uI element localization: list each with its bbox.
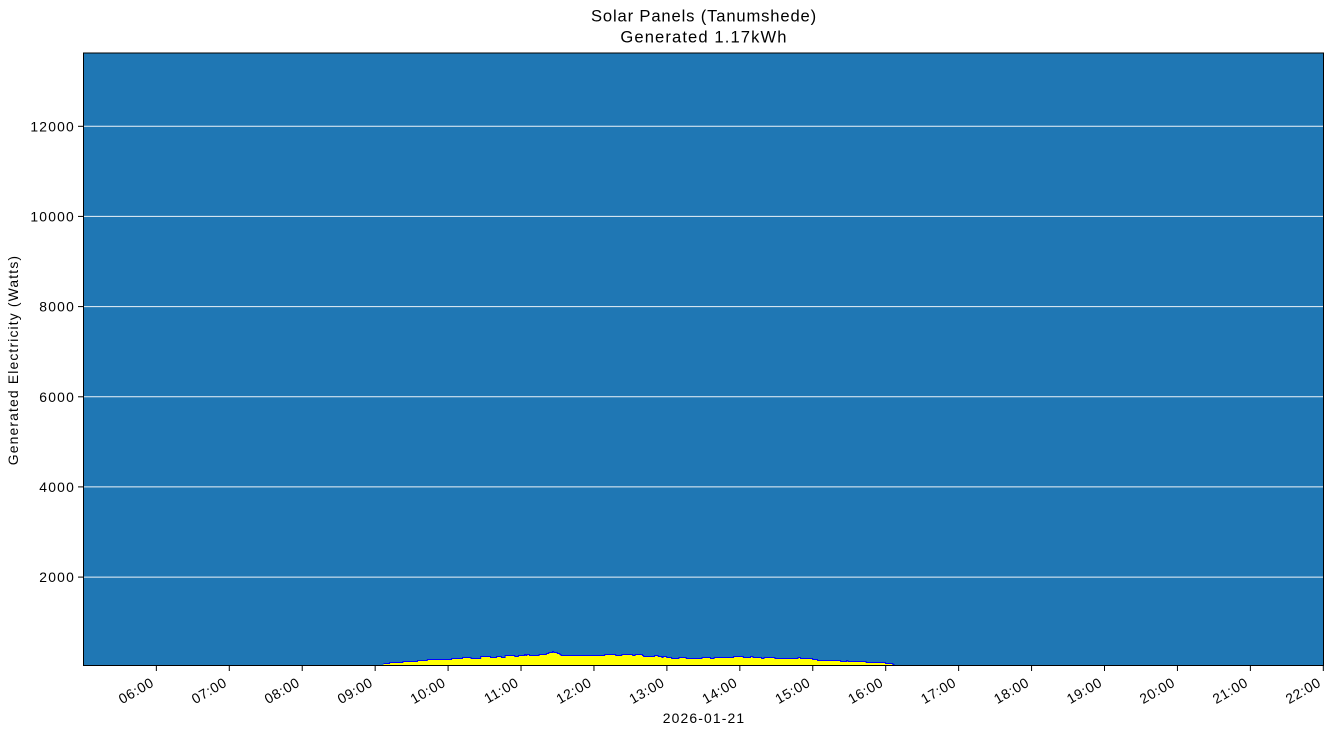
svg-text:6000: 6000 — [39, 389, 75, 405]
svg-text:10000: 10000 — [30, 209, 75, 225]
svg-text:Solar Panels (Tanumshede): Solar Panels (Tanumshede) — [591, 7, 817, 26]
svg-text:15:00: 15:00 — [772, 674, 813, 707]
svg-text:2000: 2000 — [39, 569, 75, 585]
svg-text:07:00: 07:00 — [189, 674, 230, 707]
svg-text:16:00: 16:00 — [845, 674, 886, 707]
svg-text:21:00: 21:00 — [1210, 674, 1251, 707]
svg-text:Generated 1.17kWh: Generated 1.17kWh — [620, 28, 787, 47]
svg-text:8000: 8000 — [39, 299, 75, 315]
svg-text:Generated Electricity (Watts): Generated Electricity (Watts) — [5, 255, 21, 465]
svg-text:19:00: 19:00 — [1064, 674, 1105, 707]
svg-text:06:00: 06:00 — [116, 674, 157, 707]
svg-text:14:00: 14:00 — [699, 674, 740, 707]
svg-text:08:00: 08:00 — [261, 674, 302, 707]
svg-text:4000: 4000 — [39, 479, 75, 495]
svg-text:18:00: 18:00 — [991, 674, 1032, 707]
svg-text:09:00: 09:00 — [334, 674, 375, 707]
svg-text:20:00: 20:00 — [1137, 674, 1178, 707]
svg-text:2026-01-21: 2026-01-21 — [663, 710, 746, 726]
svg-text:10:00: 10:00 — [407, 674, 448, 707]
svg-text:11:00: 11:00 — [481, 674, 521, 706]
svg-text:17:00: 17:00 — [918, 674, 959, 707]
svg-text:22:00: 22:00 — [1283, 674, 1324, 707]
svg-text:13:00: 13:00 — [626, 674, 667, 707]
svg-text:12:00: 12:00 — [553, 674, 594, 707]
svg-text:12000: 12000 — [30, 118, 75, 134]
